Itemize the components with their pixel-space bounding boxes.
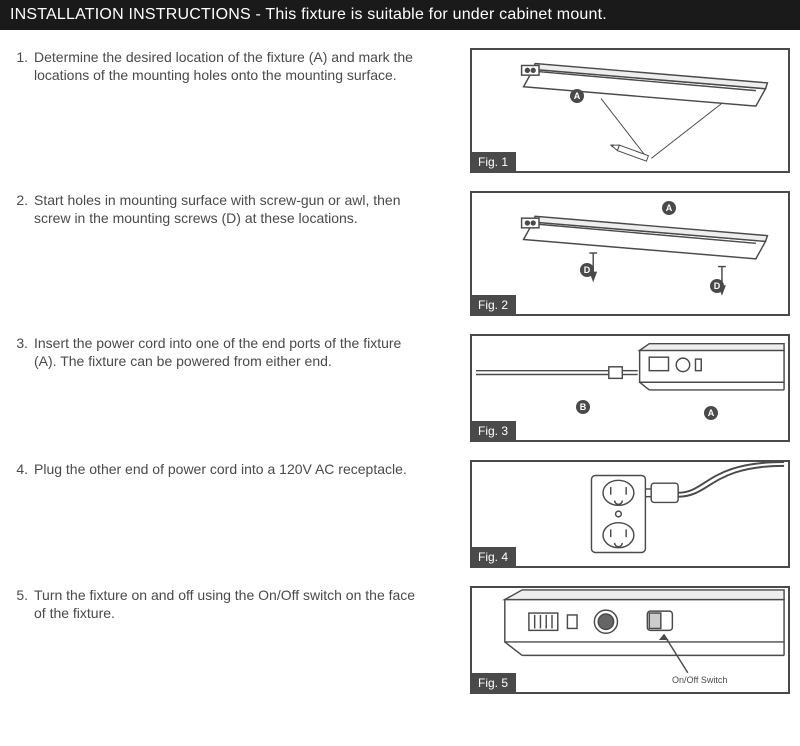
step-3-num: 3. xyxy=(10,334,28,353)
callout-D: D xyxy=(580,263,594,277)
step-4: 4. Plug the other end of power cord into… xyxy=(10,460,790,568)
step-1-num: 1. xyxy=(10,48,28,67)
fig1-wrap: A Fig. 1 xyxy=(430,48,790,173)
fig2-label: Fig. 2 xyxy=(470,295,516,315)
step-5: 5. Turn the fixture on and off using the… xyxy=(10,586,790,694)
figure-5: On/Off Switch Fig. 5 xyxy=(470,586,790,694)
fig1-label: Fig. 1 xyxy=(470,152,516,172)
switch-label: On/Off Switch xyxy=(672,674,727,686)
fig4-wrap: Fig. 4 xyxy=(430,460,790,568)
fig3-wrap: B A Fig. 3 xyxy=(430,334,790,442)
fig5-label: Fig. 5 xyxy=(470,673,516,693)
fig2-diagram xyxy=(472,193,788,314)
header-bar: INSTALLATION INSTRUCTIONS - This fixture… xyxy=(0,0,800,30)
step-1-text: Determine the desired location of the fi… xyxy=(34,48,424,86)
step-5-text: Turn the fixture on and off using the On… xyxy=(34,586,424,624)
callout-A: A xyxy=(704,406,718,420)
step-2-text: Start holes in mounting surface with scr… xyxy=(34,191,424,229)
step-2-num: 2. xyxy=(10,191,28,210)
step-1: 1. Determine the desired location of the… xyxy=(10,48,790,173)
figure-4: Fig. 4 xyxy=(470,460,790,568)
step-3-text: Insert the power cord into one of the en… xyxy=(34,334,424,372)
fig5-wrap: On/Off Switch Fig. 5 xyxy=(430,586,790,694)
step-4-num: 4. xyxy=(10,460,28,479)
step-3: 3. Insert the power cord into one of the… xyxy=(10,334,790,442)
step-4-text: Plug the other end of power cord into a … xyxy=(34,460,424,479)
header-title: INSTALLATION INSTRUCTIONS - This fixture… xyxy=(10,6,607,23)
step-5-num: 5. xyxy=(10,586,28,605)
fig4-label: Fig. 4 xyxy=(470,547,516,567)
fig3-diagram xyxy=(472,336,788,440)
fig4-diagram xyxy=(472,462,788,566)
fig2-wrap: A D D Fig. 2 xyxy=(430,191,790,316)
callout-D: D xyxy=(710,279,724,293)
callout-A: A xyxy=(570,89,584,103)
fig3-label: Fig. 3 xyxy=(470,421,516,441)
fig5-diagram xyxy=(472,588,788,692)
callout-A: A xyxy=(662,201,676,215)
fig1-diagram xyxy=(472,50,788,171)
figure-3: B A Fig. 3 xyxy=(470,334,790,442)
callout-B: B xyxy=(576,400,590,414)
step-2: 2. Start holes in mounting surface with … xyxy=(10,191,790,316)
content: 1. Determine the desired location of the… xyxy=(0,30,800,694)
figure-2: A D D Fig. 2 xyxy=(470,191,790,316)
figure-1: A Fig. 1 xyxy=(470,48,790,173)
